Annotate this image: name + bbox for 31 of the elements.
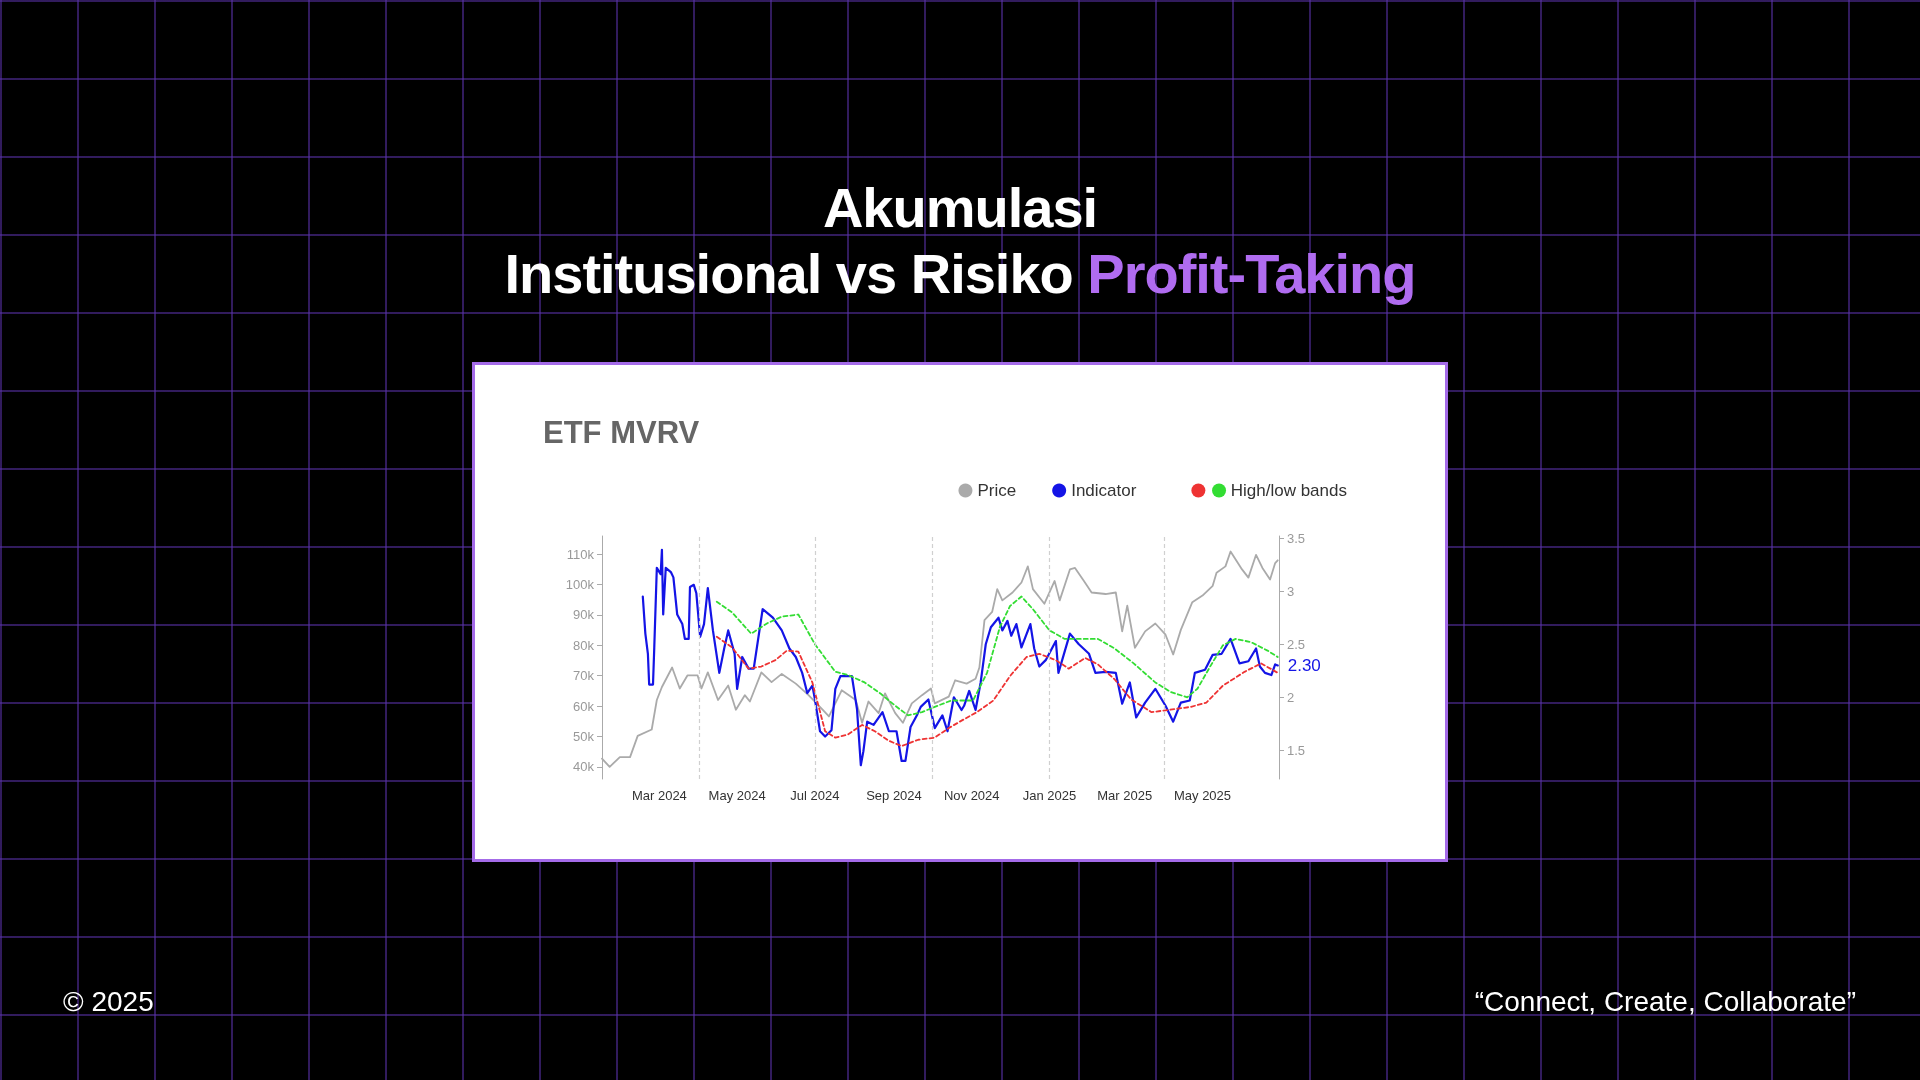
- y-tick-label: 50k: [573, 728, 595, 744]
- y-tick-label: 40k: [573, 759, 595, 775]
- y-tick-label: 60k: [573, 698, 595, 714]
- x-tick-label: Mar 2024: [631, 788, 687, 803]
- y-tick-label: 80k: [573, 637, 595, 653]
- x-tick-label: Jul 2024: [790, 788, 840, 803]
- y2-tick-label: 3: [1287, 583, 1295, 599]
- x-tick-label: Jan 2025: [1022, 788, 1077, 803]
- x-tick-label: Mar 2025: [1097, 788, 1153, 803]
- chart-subtitle: ETF MVRV: [543, 415, 700, 450]
- data-label: 2.30: [1287, 655, 1321, 675]
- legend-label: Price: [977, 481, 1017, 500]
- line-series: [715, 635, 1279, 747]
- legend-label: Indicator: [1071, 481, 1137, 500]
- legend-label: High/low bands: [1226, 481, 1348, 500]
- chart-title: Akumulasi Institusional vs Risiko Profit-Taking: [503, 175, 1417, 307]
- x-tick-label: Sep 2024: [866, 788, 922, 803]
- y2-tick-label: 1.5: [1287, 742, 1306, 758]
- y-tick-label: 100k: [565, 577, 595, 593]
- y2-tick-label: 2.5: [1287, 636, 1306, 652]
- y2-tick-label: 2: [1287, 689, 1295, 705]
- x-tick-label: Nov 2024: [943, 788, 1000, 803]
- y-tick-label: 110k: [566, 546, 595, 562]
- x-tick-label: May 2025: [1173, 788, 1232, 803]
- y-tick-label: 70k: [573, 668, 595, 684]
- y-tick-label: 90k: [573, 607, 595, 623]
- y2-tick-label: 3.5: [1287, 530, 1306, 546]
- text: © 2025: [63, 986, 154, 1018]
- line-series: [715, 595, 1279, 717]
- x-tick-label: May 2024: [708, 788, 766, 803]
- text: “Connect, Create, Collaborate”: [1474, 986, 1856, 1018]
